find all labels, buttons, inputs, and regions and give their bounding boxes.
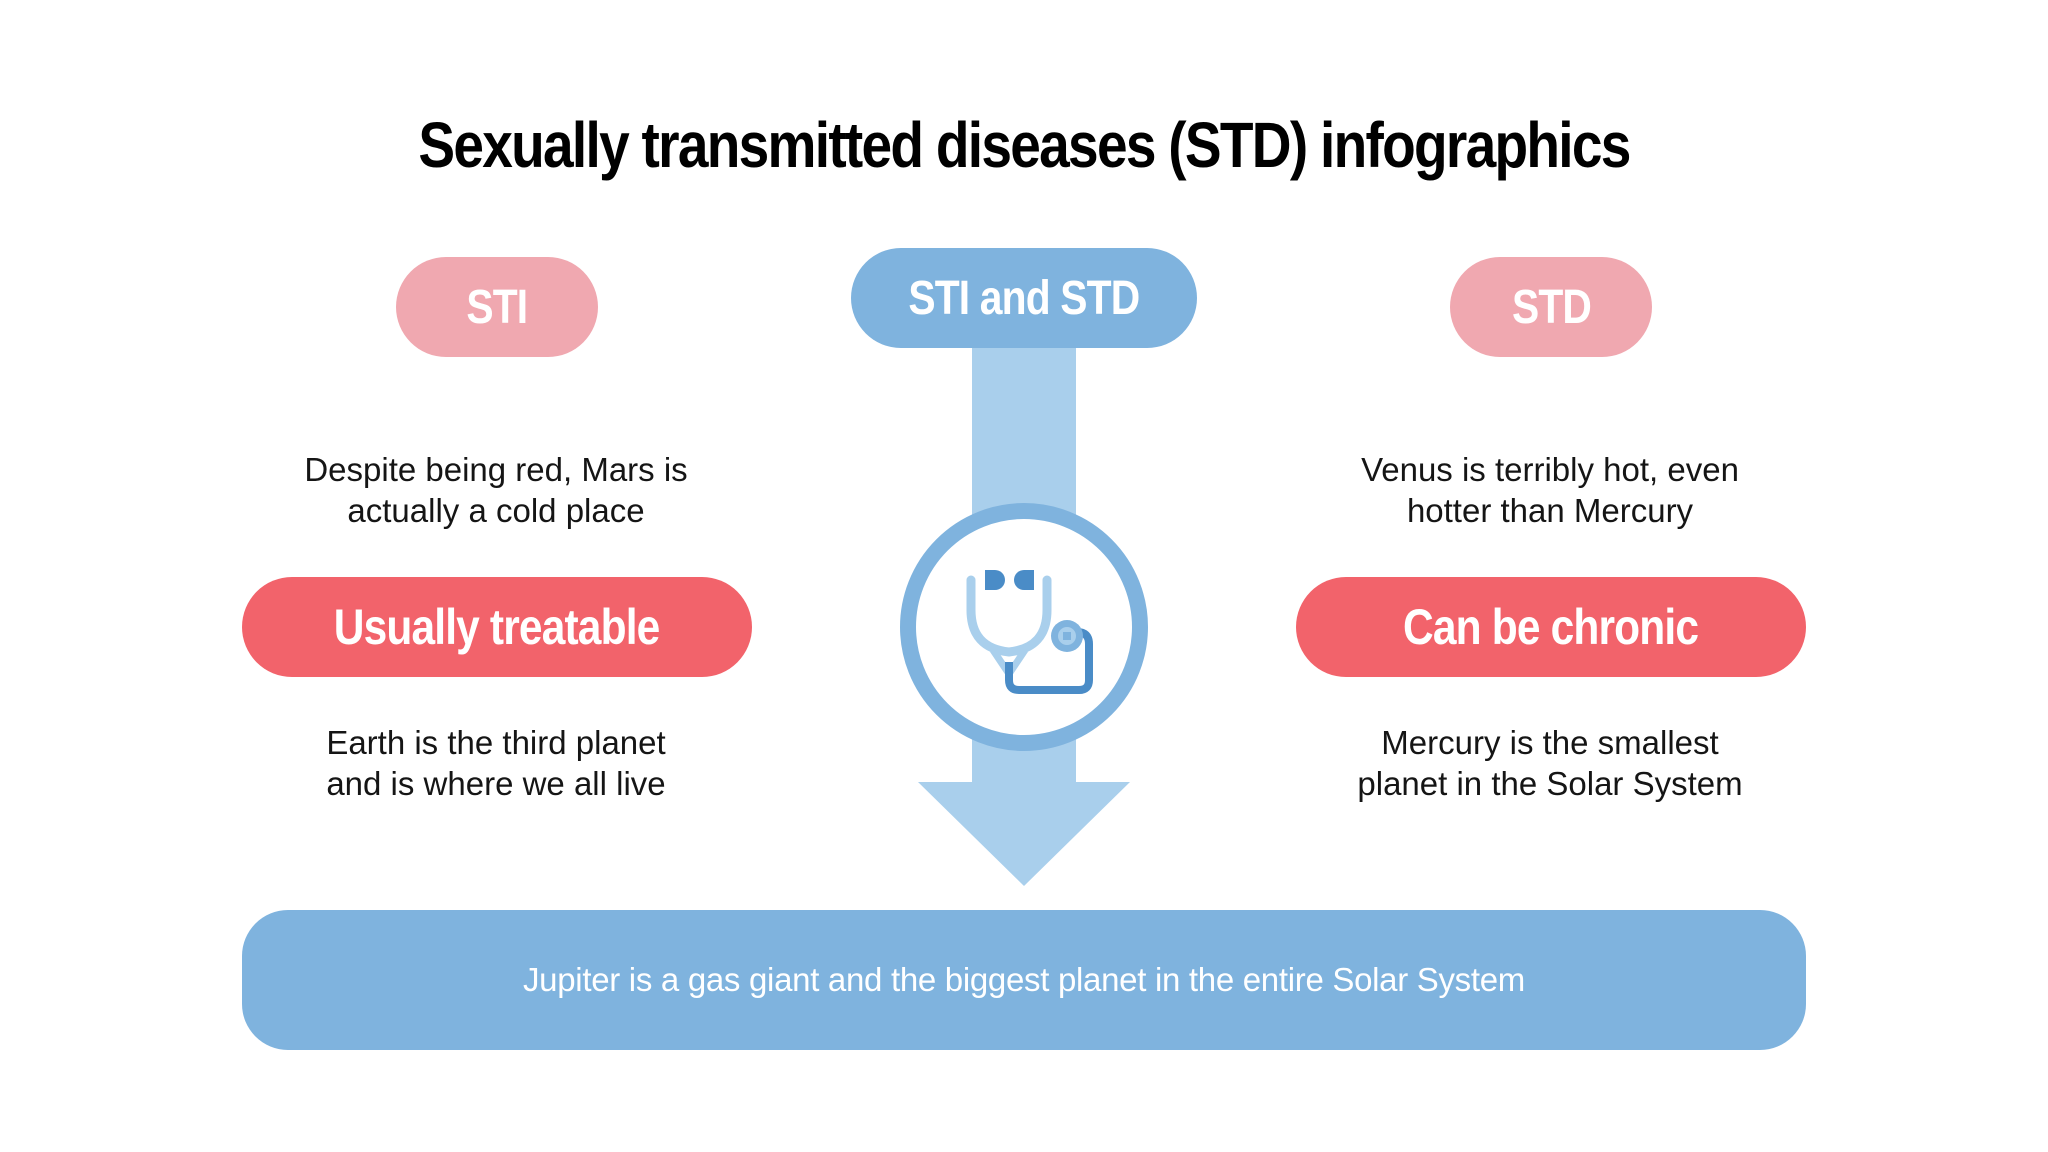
sti-label: STI [466,280,529,334]
can-be-chronic-label: Can be chronic [1403,599,1699,655]
stethoscope-badge [900,503,1148,751]
sti-top-description: Despite being red, Mars is actually a co… [236,449,756,531]
std-bottom-description: Mercury is the smallest planet in the So… [1290,722,1810,804]
summary-box: Jupiter is a gas giant and the biggest p… [242,910,1806,1050]
page-title: Sexually transmitted diseases (STD) info… [418,109,1631,181]
usually-treatable-label: Usually treatable [334,599,661,655]
std-top-description-line-2: hotter than Mercury [1406,492,1694,529]
std-top-description: Venus is terribly hot, even hotter than … [1290,449,1810,531]
sti-and-std-label-pill: STI and STD [851,248,1197,348]
stethoscope-icon [966,570,1093,694]
sti-top-description-line-2: actually a cold place [347,492,645,529]
std-label: STD [1511,280,1591,334]
sti-and-std-label: STI and STD [908,271,1141,325]
can-be-chronic-badge: Can be chronic [1296,577,1806,677]
sti-bottom-description-line-1: Earth is the third planet [326,724,666,761]
std-bottom-description-line-1: Mercury is the smallest [1381,724,1719,761]
sti-label-pill: STI [396,257,598,357]
sti-top-description-line-1: Despite being red, Mars is [304,451,688,488]
summary-text: Jupiter is a gas giant and the biggest p… [522,961,1525,998]
usually-treatable-badge: Usually treatable [242,577,752,677]
std-top-description-line-1: Venus is terribly hot, even [1361,451,1739,488]
sti-bottom-description: Earth is the third planet and is where w… [236,722,756,804]
std-label-pill: STD [1450,257,1652,357]
std-bottom-description-line-2: planet in the Solar System [1357,765,1743,802]
sti-bottom-description-line-2: and is where we all live [326,765,666,802]
